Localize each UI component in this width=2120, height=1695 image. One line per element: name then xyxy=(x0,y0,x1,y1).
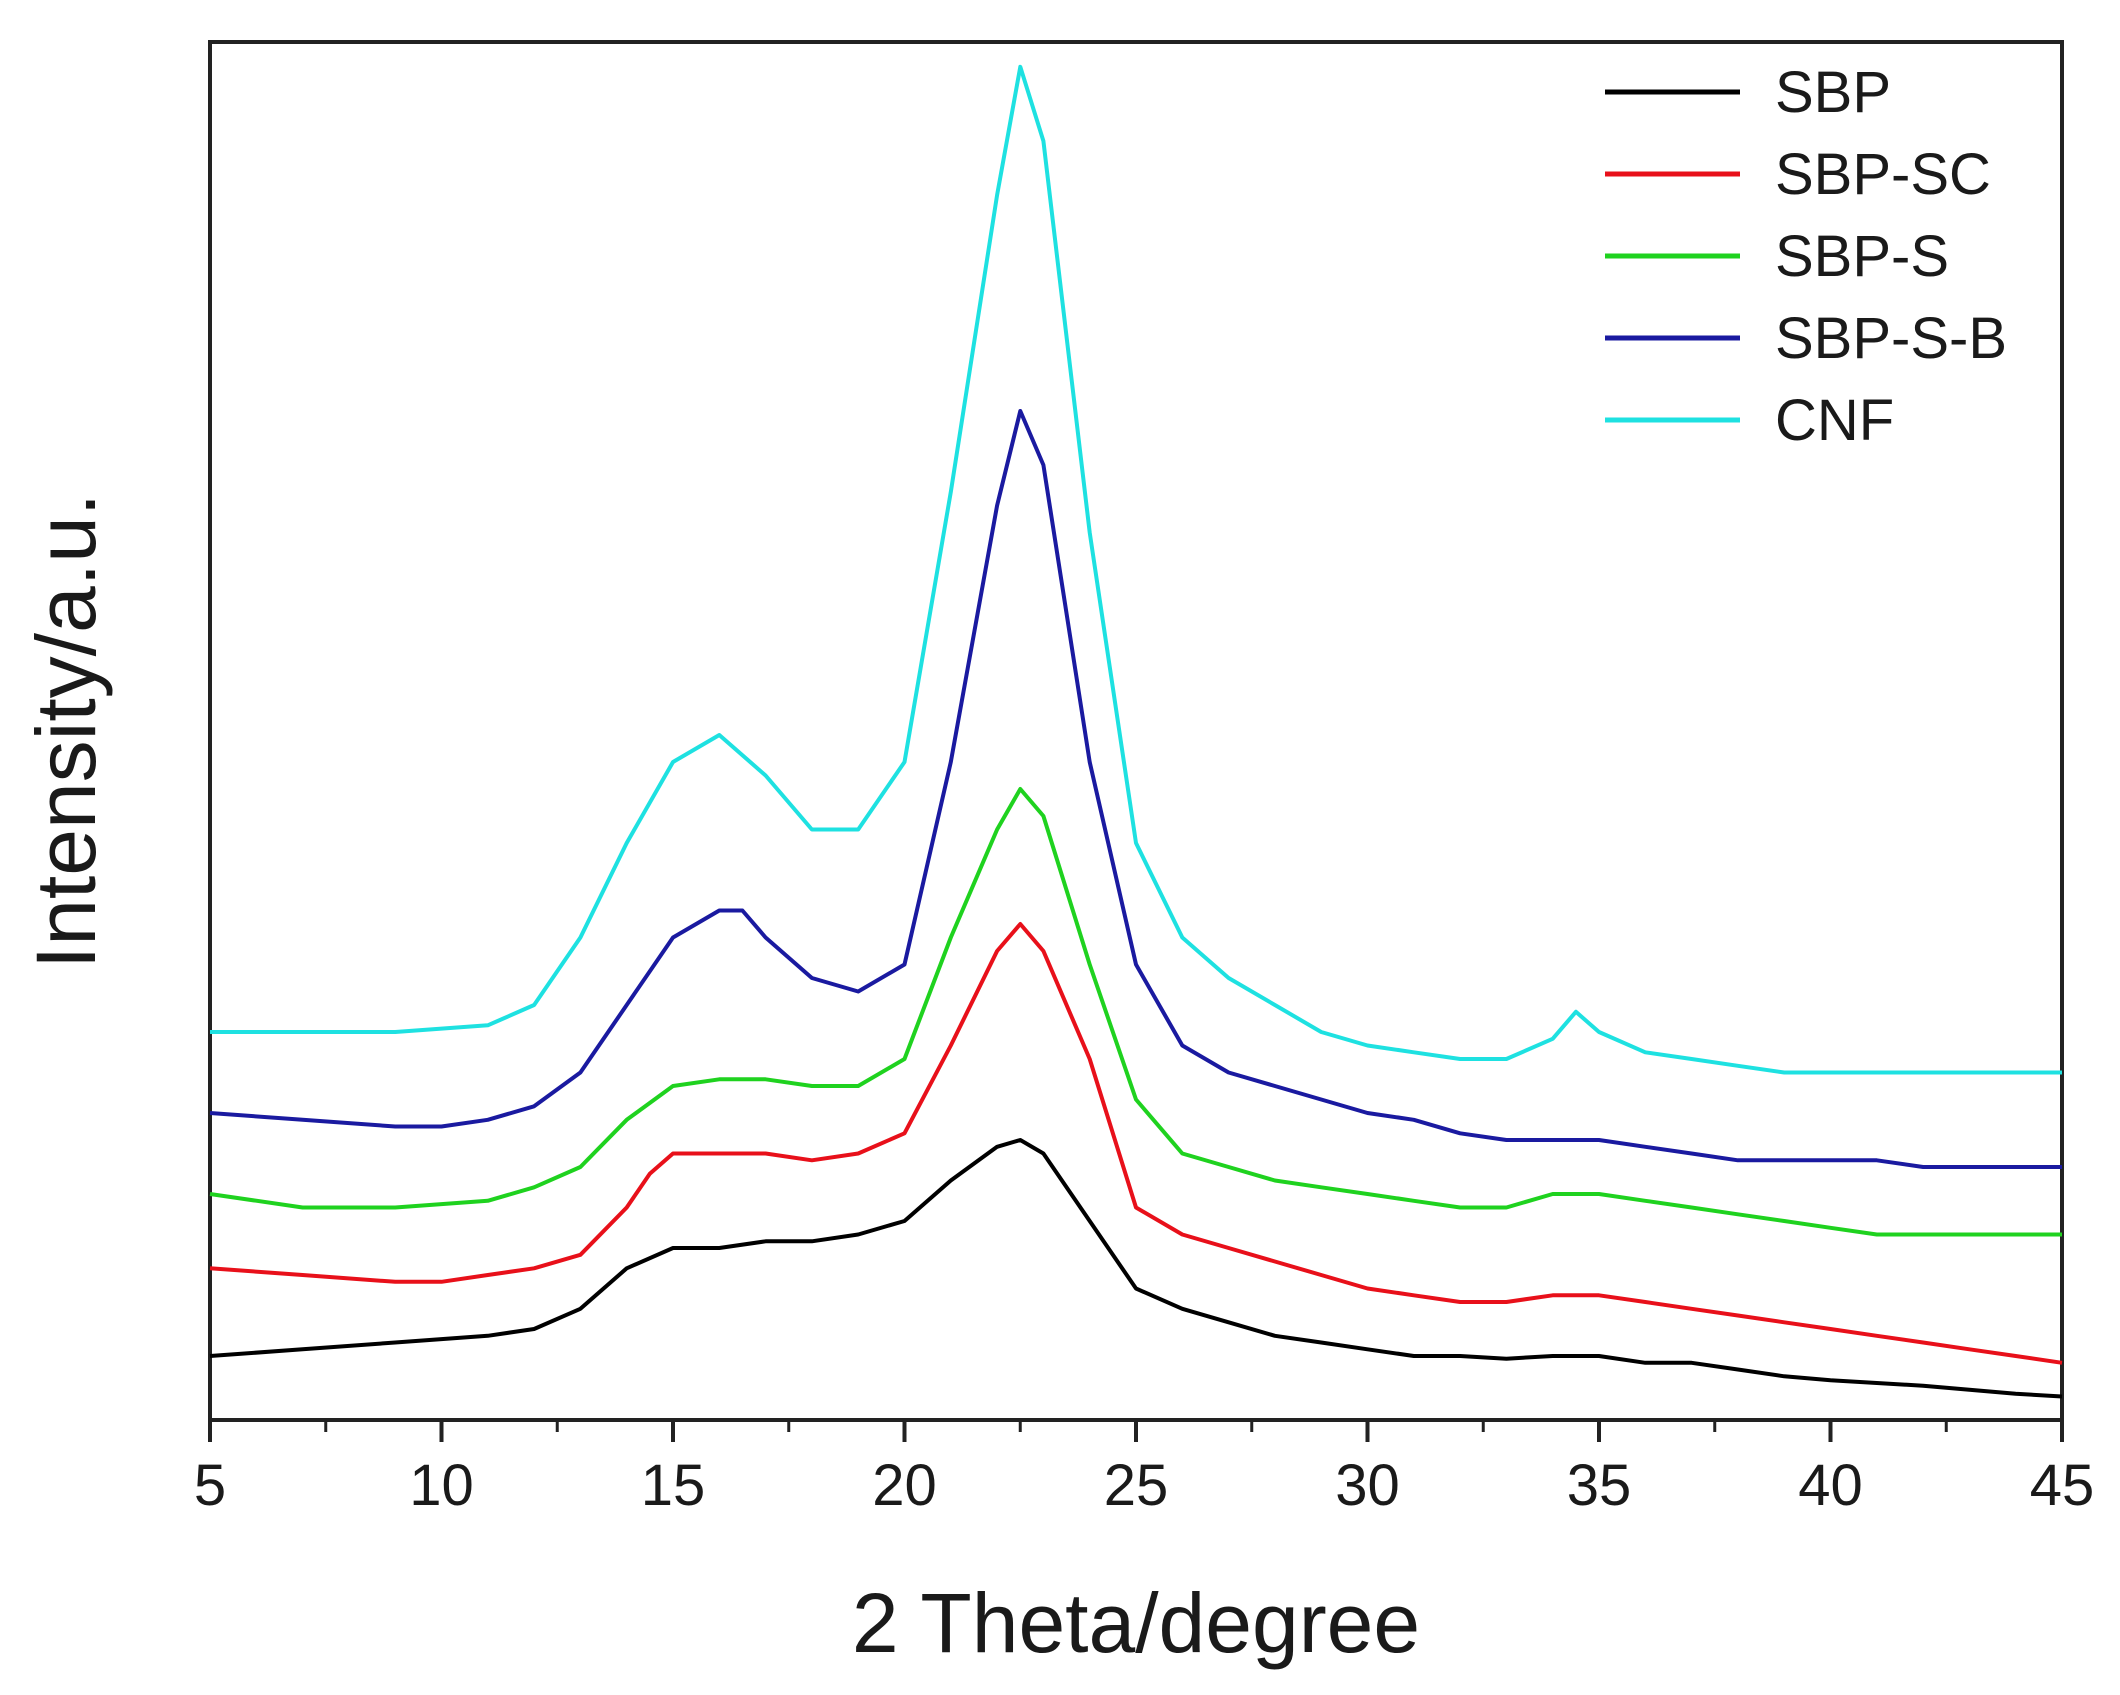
series-line-sbp-s xyxy=(209,787,2062,1237)
legend-label-sbp: SBP xyxy=(1775,60,1891,125)
x-tick-label: 5 xyxy=(194,1453,226,1518)
x-axis-ticks: 5 10 15 20 25 30 35 40 45 xyxy=(194,1420,2094,1518)
x-tick-label: 25 xyxy=(1104,1453,1169,1518)
series-line-sbp-sc xyxy=(209,922,2063,1365)
legend-label-sbp-s: SBP-S xyxy=(1775,224,1949,289)
y-axis-title: Intensity/a.u. xyxy=(19,493,113,969)
series-layer xyxy=(209,64,2063,1399)
x-tick-label: 15 xyxy=(641,1453,706,1518)
legend-label-sbp-sc: SBP-SC xyxy=(1775,142,1991,207)
legend-label-cnf: CNF xyxy=(1775,388,1894,453)
x-tick-label: 10 xyxy=(409,1453,474,1518)
series-line-sbp-s-b xyxy=(209,409,2062,1169)
x-tick-label: 45 xyxy=(2030,1453,2095,1518)
series-line-sbp xyxy=(209,1138,2063,1399)
legend: SBP SBP-SC SBP-S SBP-S-B CNF xyxy=(1605,60,2007,453)
x-tick-label: 35 xyxy=(1567,1453,1632,1518)
x-tick-label: 40 xyxy=(1798,1453,1863,1518)
legend-label-sbp-s-b: SBP-S-B xyxy=(1775,306,2007,371)
x-axis-title: 2 Theta/degree xyxy=(852,1576,1420,1670)
x-tick-label: 20 xyxy=(872,1453,937,1518)
x-tick-label: 30 xyxy=(1335,1453,1400,1518)
series-line-cnf xyxy=(210,64,2062,1075)
